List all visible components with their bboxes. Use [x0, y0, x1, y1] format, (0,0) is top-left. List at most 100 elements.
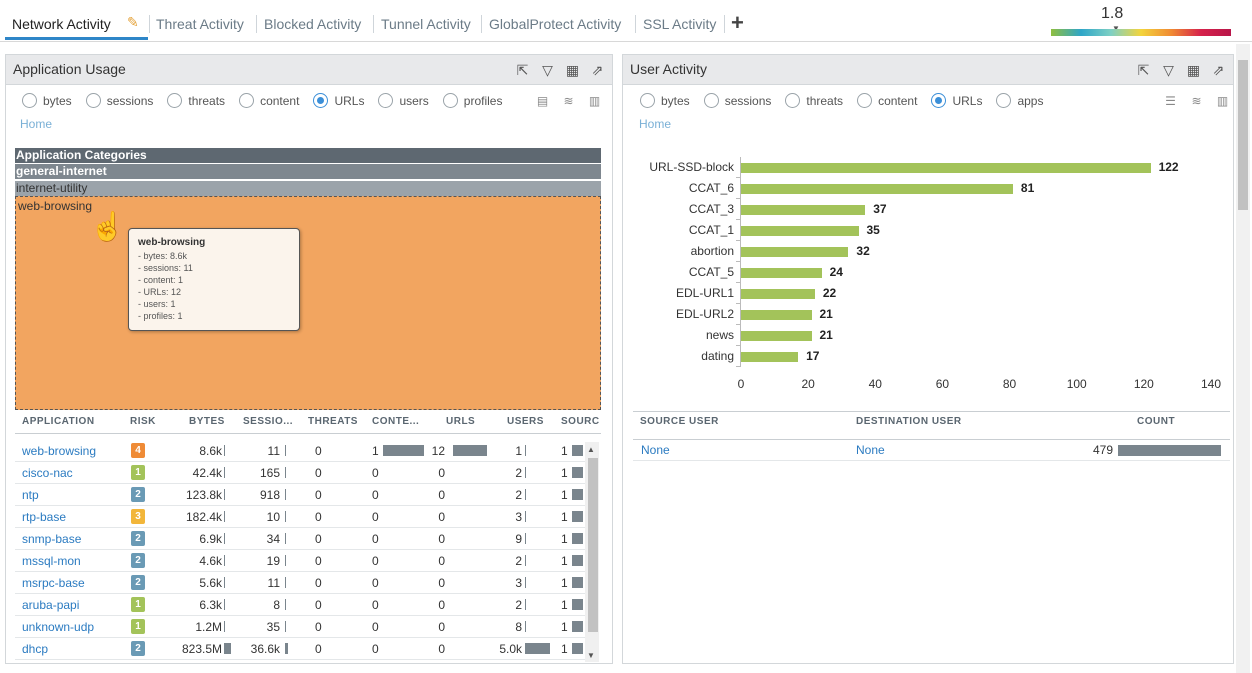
tab-threat-activity[interactable]: Threat Activity — [156, 16, 244, 32]
bar-chart-icon[interactable]: ☰ — [1165, 94, 1176, 108]
col-content[interactable]: CONTE... — [372, 416, 420, 427]
source-user-link[interactable]: None — [641, 443, 670, 457]
app-link[interactable]: rtp-base — [22, 510, 67, 524]
chart-bar[interactable] — [741, 163, 1151, 173]
area-chart-icon[interactable]: ≋ — [563, 94, 574, 108]
app-link[interactable]: mssql-mon — [22, 554, 81, 568]
col-source-user[interactable]: SOURCE USER — [640, 416, 719, 427]
chart-bar[interactable] — [741, 184, 1013, 194]
radio-dot[interactable] — [239, 93, 255, 108]
app-link[interactable]: unknown-udp — [22, 620, 95, 634]
breadcrumb-home[interactable]: Home — [20, 117, 53, 131]
col-sessions[interactable]: SESSIO... — [243, 416, 294, 427]
radio-dot[interactable] — [640, 93, 655, 108]
radio-threats[interactable]: threats — [785, 93, 843, 108]
app-link[interactable]: msrpc-base — [22, 576, 85, 590]
radio-dot[interactable] — [703, 93, 719, 108]
app-link[interactable]: dhcp — [22, 642, 49, 656]
radio-sessions[interactable]: sessions — [85, 93, 153, 108]
radio-dot[interactable] — [785, 93, 801, 108]
radio-apps[interactable]: apps — [996, 93, 1043, 108]
col-threats[interactable]: THREATS — [308, 416, 358, 427]
col-urls[interactable]: URLS — [446, 416, 476, 427]
radio-users[interactable]: users — [378, 93, 429, 108]
col-application[interactable]: APPLICATION — [22, 416, 95, 427]
table-icon[interactable]: ▦ — [1186, 62, 1201, 78]
radio-threats[interactable]: threats — [167, 93, 225, 108]
treemap-cell-web-browsing[interactable]: web-browsing — [15, 196, 601, 410]
col-bytes[interactable]: BYTES — [189, 416, 225, 427]
radio-dot[interactable] — [442, 93, 458, 108]
table-row[interactable]: web-browsing 4 8.6k 11 0 1 12 1 1 — [15, 440, 585, 462]
tab-tunnel-activity[interactable]: Tunnel Activity — [381, 16, 471, 32]
table-row[interactable]: unknown-udp 1 1.2M 35 0 0 0 8 1 — [15, 616, 585, 638]
tab-blocked-activity[interactable]: Blocked Activity — [264, 16, 362, 32]
tab-network-activity[interactable]: Network Activity — [12, 16, 111, 32]
chart-bar[interactable] — [741, 247, 849, 257]
radio-dot-selected[interactable] — [313, 93, 329, 108]
radio-urls[interactable]: URLs — [313, 93, 364, 108]
destination-user-link[interactable]: None — [856, 443, 885, 457]
treemap-level-internet-utility[interactable]: internet-utility — [15, 181, 601, 196]
table-icon[interactable]: ▦ — [565, 62, 580, 78]
area-chart-icon[interactable]: ≋ — [1191, 94, 1202, 108]
edit-pencil-icon[interactable]: ✎ — [127, 14, 139, 30]
table-row[interactable]: mssql-mon 2 4.6k 19 0 0 0 2 1 — [15, 550, 585, 572]
scroll-up-icon[interactable]: ▲ — [587, 445, 595, 454]
scroll-down-icon[interactable]: ▼ — [587, 651, 595, 660]
table-row[interactable]: cisco-nac 1 42.4k 165 0 0 0 2 1 — [15, 462, 585, 484]
column-chart-icon[interactable]: ▥ — [1216, 94, 1229, 108]
radio-sessions[interactable]: sessions — [703, 93, 771, 108]
table-row[interactable]: None None 479 — [633, 440, 1230, 461]
chart-bar[interactable] — [741, 310, 812, 320]
radio-content[interactable]: content — [857, 93, 917, 108]
col-destination-user[interactable]: DESTINATION USER — [856, 416, 962, 427]
table-scrollbar-thumb[interactable] — [588, 458, 598, 632]
table-row[interactable]: dhcp 2 823.5M 36.6k 0 0 0 5.0k 1 — [15, 638, 585, 660]
radio-dot[interactable] — [167, 93, 183, 108]
tab-globalprotect-activity[interactable]: GlobalProtect Activity — [489, 16, 622, 32]
app-link[interactable]: web-browsing — [22, 444, 97, 458]
add-tab-button[interactable]: + — [731, 10, 744, 35]
col-count[interactable]: COUNT — [1137, 416, 1176, 427]
radio-profiles[interactable]: profiles — [442, 93, 502, 108]
radio-content[interactable]: content — [239, 93, 299, 108]
radio-bytes[interactable]: bytes — [640, 93, 690, 108]
col-risk[interactable]: RISK — [130, 416, 156, 427]
table-row[interactable]: aruba-papi 1 6.3k 8 0 0 0 2 1 — [15, 594, 585, 616]
jump-icon[interactable]: ⇱ — [516, 62, 529, 78]
filter-icon[interactable]: ▽ — [1163, 62, 1174, 78]
radio-dot[interactable] — [85, 93, 101, 108]
treemap-level-general-internet[interactable]: general-internet — [15, 164, 601, 179]
app-link[interactable]: ntp — [22, 488, 39, 502]
filter-icon[interactable]: ▽ — [542, 62, 553, 78]
col-users[interactable]: USERS — [507, 416, 544, 427]
export-icon[interactable]: ⇗ — [591, 62, 604, 78]
table-row[interactable]: rtp-base 3 182.4k 10 0 0 0 3 1 — [15, 506, 585, 528]
chart-bar[interactable] — [741, 331, 812, 341]
radio-bytes[interactable]: bytes — [22, 93, 72, 108]
table-row[interactable]: msrpc-base 2 5.6k 11 0 0 0 3 1 — [15, 572, 585, 594]
radio-dot[interactable] — [996, 93, 1012, 108]
app-link[interactable]: cisco-nac — [22, 466, 73, 480]
radio-urls[interactable]: URLs — [931, 93, 982, 108]
radio-dot[interactable] — [22, 93, 37, 108]
radio-dot-selected[interactable] — [931, 93, 947, 108]
chart-bar[interactable] — [741, 289, 815, 299]
chart-bar[interactable] — [741, 268, 822, 278]
jump-icon[interactable]: ⇱ — [1137, 62, 1150, 78]
treemap-icon[interactable]: ▤ — [536, 94, 549, 108]
export-icon[interactable]: ⇗ — [1212, 62, 1225, 78]
table-row[interactable]: snmp-base 2 6.9k 34 0 0 0 9 1 — [15, 528, 585, 550]
treemap-level-categories[interactable]: Application Categories — [15, 148, 601, 163]
tab-ssl-activity[interactable]: SSL Activity — [643, 16, 717, 32]
app-link[interactable]: aruba-papi — [22, 598, 80, 612]
chart-bar[interactable] — [741, 352, 799, 362]
page-scrollbar-thumb[interactable] — [1238, 60, 1248, 210]
radio-dot[interactable] — [857, 93, 873, 108]
radio-dot[interactable] — [378, 93, 394, 108]
column-chart-icon[interactable]: ▥ — [588, 94, 601, 108]
col-sources[interactable]: SOURC — [561, 416, 600, 427]
table-row[interactable]: ntp 2 123.8k 918 0 0 0 2 1 — [15, 484, 585, 506]
chart-bar[interactable] — [741, 226, 859, 236]
